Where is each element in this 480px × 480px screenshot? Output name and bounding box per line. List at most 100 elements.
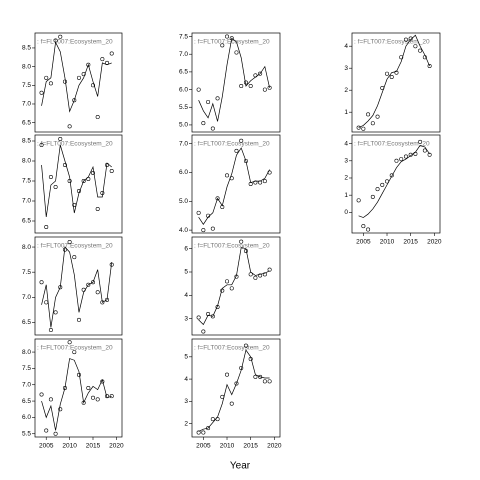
y-tick-label: 7.5 bbox=[22, 269, 31, 276]
point bbox=[48, 327, 53, 332]
point bbox=[105, 163, 110, 168]
point bbox=[229, 36, 234, 41]
point bbox=[267, 85, 272, 90]
point bbox=[366, 227, 371, 232]
point bbox=[239, 84, 244, 89]
point bbox=[201, 430, 206, 435]
point bbox=[53, 185, 58, 190]
point bbox=[229, 286, 234, 291]
fit-line bbox=[198, 349, 270, 432]
point bbox=[361, 224, 366, 229]
point bbox=[105, 297, 110, 302]
point bbox=[215, 417, 220, 422]
y-tick-label: 6.0 bbox=[179, 86, 188, 93]
point bbox=[44, 300, 49, 305]
point bbox=[258, 374, 263, 379]
panel-frame bbox=[34, 236, 123, 336]
point bbox=[399, 55, 404, 60]
point bbox=[48, 175, 53, 180]
point bbox=[220, 205, 225, 210]
point bbox=[418, 48, 423, 53]
point bbox=[76, 189, 81, 194]
point bbox=[109, 262, 114, 267]
point bbox=[422, 148, 427, 153]
panel-strip: : f=FLT007:Ecosystem_20 bbox=[194, 345, 270, 352]
panel-strip: : f=FLT007:Ecosystem_20 bbox=[37, 243, 113, 250]
panel-strip: : f=FLT007:Ecosystem_20 bbox=[194, 39, 270, 46]
point bbox=[413, 44, 418, 49]
point bbox=[375, 187, 380, 192]
y-tick-label: 8.0 bbox=[22, 63, 31, 70]
point bbox=[389, 173, 394, 178]
panel-frame bbox=[34, 32, 123, 133]
y-tick-label: 6.5 bbox=[22, 119, 31, 126]
point bbox=[262, 179, 267, 184]
point bbox=[389, 75, 394, 80]
point bbox=[267, 170, 272, 175]
y-tick-label: 6.0 bbox=[179, 169, 188, 176]
point bbox=[67, 340, 72, 345]
point bbox=[385, 179, 390, 184]
point bbox=[67, 240, 72, 245]
point bbox=[258, 273, 263, 278]
point bbox=[394, 70, 399, 75]
point bbox=[253, 180, 258, 185]
point bbox=[76, 75, 81, 80]
point bbox=[258, 180, 263, 185]
point bbox=[403, 37, 408, 42]
point bbox=[253, 73, 258, 78]
point bbox=[220, 288, 225, 293]
point bbox=[81, 72, 86, 77]
fit-line bbox=[358, 34, 430, 128]
point bbox=[380, 182, 385, 187]
point bbox=[253, 374, 258, 379]
point bbox=[62, 79, 67, 84]
point bbox=[385, 71, 390, 76]
point bbox=[356, 125, 361, 130]
point bbox=[44, 428, 49, 433]
panel-frame bbox=[351, 134, 441, 234]
x-tick-label: 2015 bbox=[403, 239, 418, 246]
point bbox=[206, 426, 211, 431]
point bbox=[95, 290, 100, 295]
point bbox=[58, 407, 63, 412]
y-tick-label: 3 bbox=[344, 158, 348, 165]
panel-frame bbox=[191, 236, 281, 336]
point bbox=[267, 379, 272, 384]
point bbox=[100, 57, 105, 62]
y-tick-label: 8.0 bbox=[22, 244, 31, 251]
point bbox=[225, 279, 230, 284]
y-tick-label: 5.5 bbox=[22, 430, 31, 437]
point bbox=[215, 196, 220, 201]
point bbox=[234, 381, 239, 386]
point bbox=[215, 304, 220, 309]
y-tick-label: 6.0 bbox=[22, 414, 31, 421]
point bbox=[394, 158, 399, 163]
fit-line bbox=[198, 147, 270, 225]
point bbox=[91, 395, 96, 400]
point bbox=[201, 228, 206, 233]
fit-line bbox=[198, 247, 270, 326]
y-tick-label: 7.5 bbox=[179, 33, 188, 40]
point bbox=[196, 315, 201, 320]
point bbox=[243, 80, 248, 85]
point bbox=[239, 138, 244, 143]
point bbox=[72, 350, 77, 355]
fit-line bbox=[41, 246, 113, 328]
point bbox=[248, 357, 253, 362]
point bbox=[225, 372, 230, 377]
y-tick-label: 7.0 bbox=[179, 51, 188, 58]
point bbox=[234, 50, 239, 55]
point bbox=[196, 210, 201, 215]
x-tick-label: 2015 bbox=[86, 443, 101, 450]
point bbox=[53, 431, 58, 436]
point bbox=[220, 394, 225, 399]
y-tick-label: 7.0 bbox=[22, 101, 31, 108]
point bbox=[58, 137, 63, 142]
point bbox=[370, 194, 375, 199]
y-tick-label: 5 bbox=[184, 269, 188, 276]
point bbox=[229, 176, 234, 181]
x-tick-label: 2005 bbox=[356, 239, 371, 246]
point bbox=[86, 62, 91, 67]
